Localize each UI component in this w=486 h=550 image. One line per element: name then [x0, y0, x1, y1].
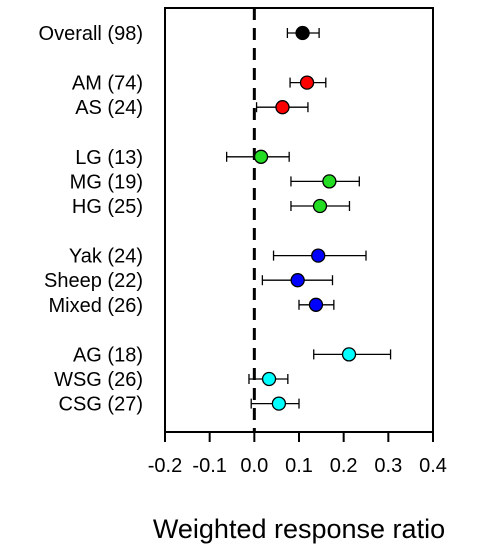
row-label-csg: CSG (27): [59, 394, 143, 416]
row-label-sheep: Sheep (22): [44, 270, 143, 292]
point-hg: [312, 198, 328, 214]
point-yak: [311, 248, 326, 263]
x-axis: -0.2 -0.1 0.0 0.1 0.2 0.3 0.4: [148, 432, 447, 477]
point-mixed: [308, 297, 324, 312]
point-lg: [253, 149, 269, 164]
point-ag: [341, 347, 357, 362]
row-label-wsg: WSG (26): [54, 369, 143, 391]
x-tick-label: -0.1: [192, 455, 226, 477]
row-label-as: AS (24): [75, 97, 143, 119]
point-sheep: [290, 273, 305, 288]
x-tick-label: 0.3: [374, 455, 402, 477]
row-labels: Overall (98) AM (74)AS (24) LG (13)MG (19)…: [39, 23, 143, 416]
plot-marks: [225, 8, 392, 432]
row-label-overall: Overall (98): [39, 23, 143, 45]
point-overall: [295, 25, 310, 41]
point-csg: [271, 396, 287, 411]
row-label-ag: AG (18): [73, 344, 143, 366]
row-label-hg: HG (25): [72, 196, 143, 218]
point-wsg: [261, 371, 277, 387]
x-tick-label: 0.1: [285, 455, 313, 477]
point-mg: [322, 174, 337, 189]
row-label-lg: LG (13): [75, 147, 143, 169]
point-as: [275, 100, 290, 115]
plot-frame: [164, 7, 434, 433]
row-label-am: AM (74): [72, 73, 143, 95]
x-tick-label: -0.2: [148, 455, 182, 477]
point-am: [299, 75, 315, 90]
x-axis-title: Weighted response ratio: [153, 514, 445, 544]
x-tick-label: 0.0: [240, 455, 268, 477]
row-label-mg: MG (19): [70, 171, 143, 193]
row-label-mixed: Mixed (26): [49, 295, 143, 317]
x-tick-label: 0.2: [330, 455, 358, 477]
row-label-yak: Yak (24): [69, 246, 143, 268]
x-tick-label: 0.4: [419, 455, 447, 477]
